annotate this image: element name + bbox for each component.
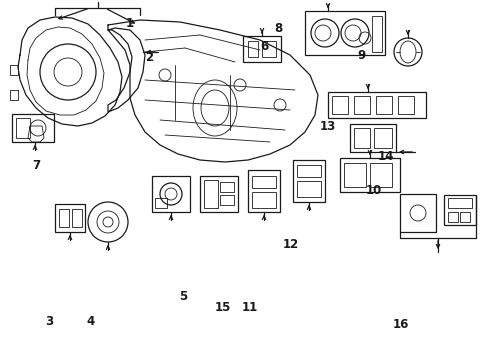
Bar: [251, 192, 275, 208]
Bar: [55, 204, 85, 232]
Bar: [200, 176, 238, 212]
Text: 15: 15: [214, 301, 230, 314]
Text: 13: 13: [319, 120, 335, 132]
Bar: [447, 198, 471, 208]
Text: 10: 10: [365, 184, 382, 197]
Text: 1: 1: [125, 17, 133, 30]
Text: 7: 7: [33, 159, 41, 172]
Bar: [349, 124, 395, 152]
Bar: [447, 212, 457, 222]
Bar: [353, 96, 369, 114]
Bar: [12, 114, 54, 142]
Bar: [220, 182, 234, 192]
Bar: [296, 165, 320, 177]
Bar: [247, 41, 258, 57]
Bar: [343, 163, 365, 187]
Bar: [59, 209, 69, 227]
Bar: [305, 11, 384, 55]
Text: 4: 4: [86, 315, 94, 328]
Bar: [262, 41, 275, 57]
Bar: [339, 158, 399, 192]
Bar: [397, 96, 413, 114]
Text: 6: 6: [260, 40, 267, 53]
Bar: [399, 194, 435, 232]
Bar: [373, 128, 391, 148]
Text: 8: 8: [274, 22, 282, 35]
Bar: [152, 176, 190, 212]
Bar: [251, 176, 275, 188]
Text: 5: 5: [179, 291, 187, 303]
Bar: [296, 181, 320, 197]
Bar: [369, 163, 391, 187]
Bar: [327, 92, 425, 118]
Bar: [203, 180, 218, 208]
Bar: [375, 96, 391, 114]
Bar: [459, 212, 469, 222]
Bar: [220, 195, 234, 205]
Text: 2: 2: [145, 51, 153, 64]
Text: 9: 9: [357, 49, 365, 62]
Text: 16: 16: [392, 318, 408, 330]
Bar: [371, 16, 381, 52]
Bar: [243, 36, 281, 62]
Text: 12: 12: [282, 238, 299, 251]
Bar: [331, 96, 347, 114]
Bar: [155, 198, 167, 208]
Text: 11: 11: [241, 301, 257, 314]
Bar: [16, 118, 30, 138]
Text: 14: 14: [377, 150, 394, 163]
Bar: [443, 195, 475, 225]
Bar: [72, 209, 82, 227]
Bar: [247, 170, 280, 212]
Text: 3: 3: [45, 315, 53, 328]
Bar: [353, 128, 369, 148]
Bar: [292, 160, 325, 202]
